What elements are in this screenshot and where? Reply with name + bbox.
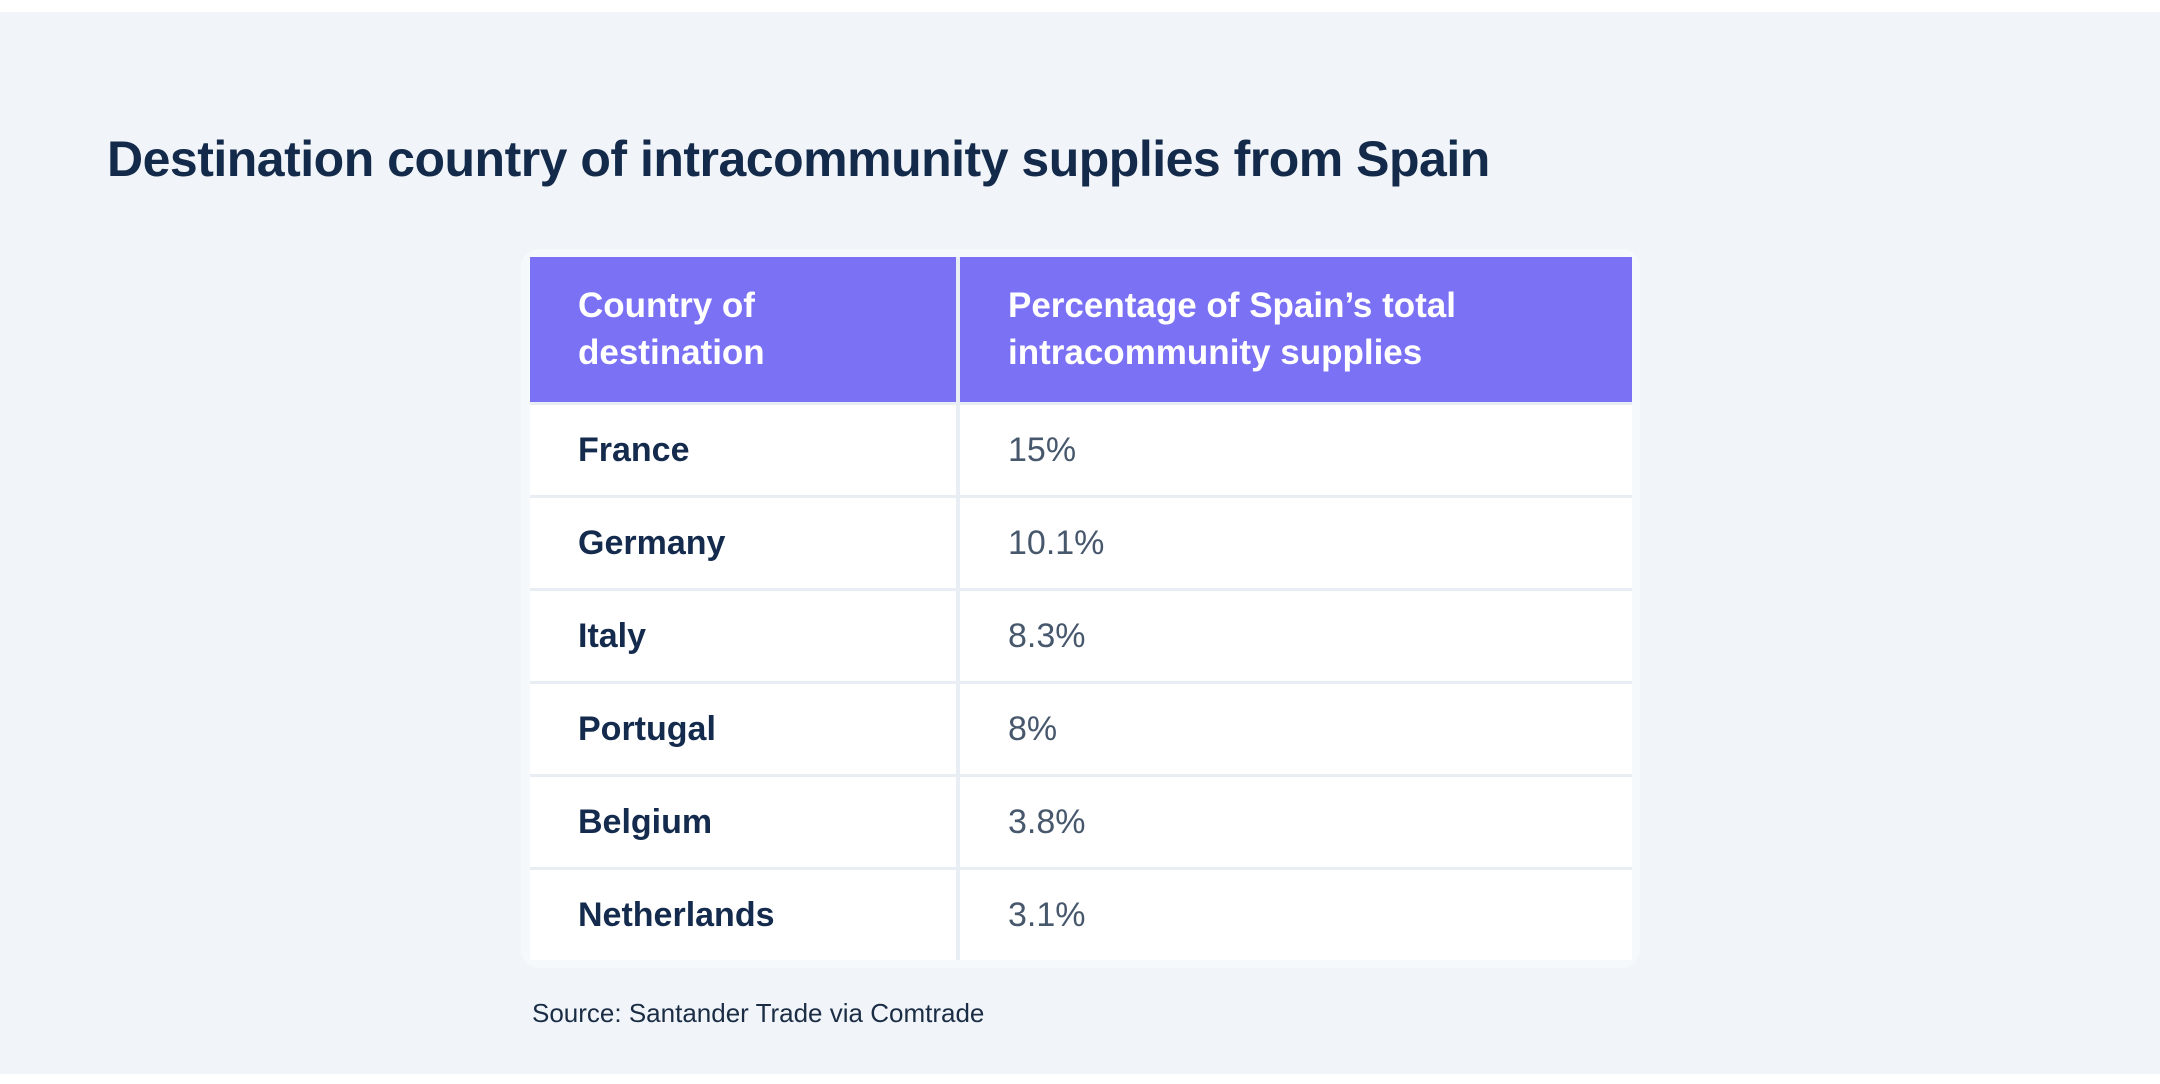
table-cell-country: Portugal xyxy=(530,684,956,774)
table-cell-country: Italy xyxy=(530,591,956,681)
table-cell-country: Netherlands xyxy=(530,870,956,960)
table-cell-country: Belgium xyxy=(530,777,956,867)
table-cell-percentage: 8.3% xyxy=(960,591,1632,681)
table-cell-percentage: 3.1% xyxy=(960,870,1632,960)
table-header-percentage: Percentage of Spain’s total intracommuni… xyxy=(960,257,1632,402)
table-header-country: Country of destination xyxy=(530,257,956,402)
table-cell-percentage: 10.1% xyxy=(960,498,1632,588)
page-title: Destination country of intracommunity su… xyxy=(107,130,1490,187)
destination-table: Country of destination Percentage of Spa… xyxy=(530,257,1632,960)
table-cell-percentage: 15% xyxy=(960,405,1632,495)
table-cell-country: Germany xyxy=(530,498,956,588)
table-cell-percentage: 8% xyxy=(960,684,1632,774)
table-cell-country: France xyxy=(530,405,956,495)
source-attribution: Source: Santander Trade via Comtrade xyxy=(532,998,985,1028)
table-cell-percentage: 3.8% xyxy=(960,777,1632,867)
